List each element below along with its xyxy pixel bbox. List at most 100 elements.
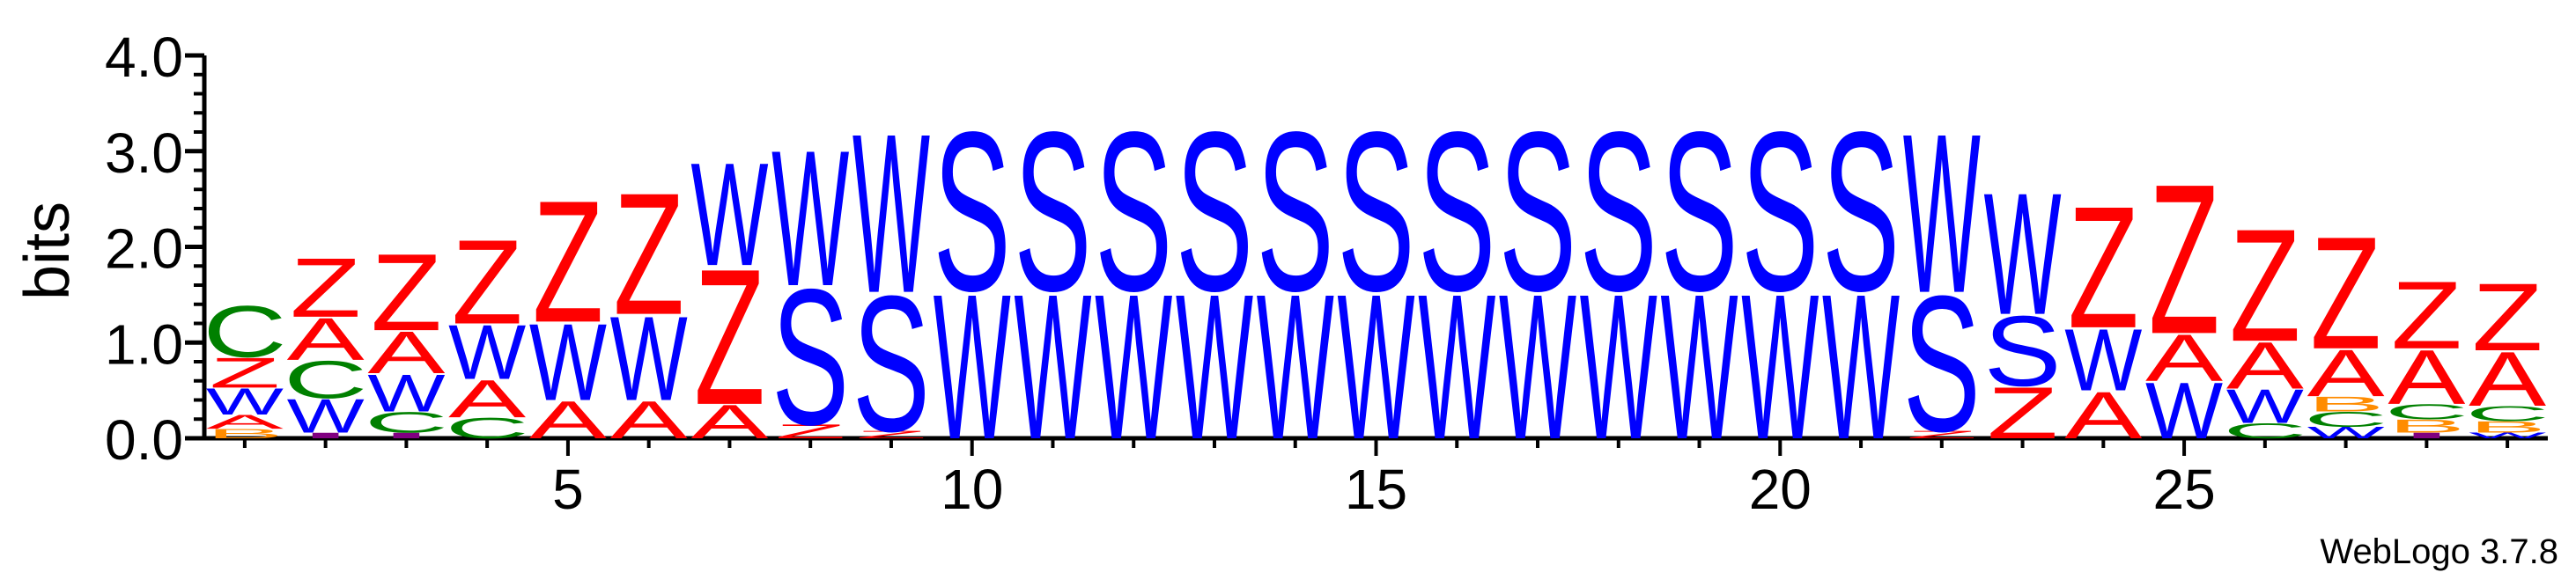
logo-letter-z: Z xyxy=(694,230,765,445)
logo-letter-w: W xyxy=(367,363,446,423)
logo-letter-a: A xyxy=(2145,320,2223,395)
logo-letter-z: Z xyxy=(2310,203,2381,383)
logo-letter-w: W xyxy=(771,110,849,327)
logo-letter-w: W xyxy=(1741,251,1819,482)
logo-letter-s: S xyxy=(1014,85,1091,339)
logo-column-16: WS xyxy=(1418,85,1495,482)
y-tick-label: 1.0 xyxy=(105,312,183,376)
logo-letter-z: Z xyxy=(2149,141,2220,379)
logo-letter-z: Z xyxy=(2391,261,2462,370)
logo-letter-i: I xyxy=(367,431,445,440)
logo-column-8: ZSW xyxy=(771,110,849,466)
logo-column-15: WS xyxy=(1337,85,1414,482)
logo-letter-w: W xyxy=(1499,251,1576,482)
logo-letter-a: A xyxy=(448,369,527,429)
logo-column-17: WS xyxy=(1499,85,1576,482)
logo-letter-c: C xyxy=(2223,419,2307,443)
y-tick-label: 0.0 xyxy=(105,408,183,472)
logo-letter-a: A xyxy=(2469,335,2546,422)
x-tick-label: 20 xyxy=(1749,458,1812,521)
logo-letter-b: B xyxy=(2307,393,2385,416)
x-tick-label: 25 xyxy=(2152,458,2215,521)
logo-column-6: AWZ xyxy=(610,157,689,450)
logo-letter-i: I xyxy=(2388,431,2465,440)
logo-letter-w: W xyxy=(206,381,284,423)
y-tick-label: 4.0 xyxy=(105,26,183,89)
logo-column-12: WS xyxy=(1095,85,1172,482)
x-tick-label: 5 xyxy=(552,458,584,521)
logo-letter-z: Z xyxy=(290,241,361,334)
logo-letter-s: S xyxy=(1822,85,1900,339)
logo-column-22: ZSW xyxy=(1903,87,1981,473)
logo-letter-s: S xyxy=(1660,85,1738,339)
x-axis: 5 10 15 20 25 xyxy=(204,436,2548,521)
logo-letter-w: W xyxy=(1257,251,1334,482)
logo-letter-w: W xyxy=(1984,157,2062,351)
weblogo-credit: WebLogo 3.7.8 xyxy=(2320,532,2558,571)
logo-letter-b: B xyxy=(2469,418,2546,436)
logo-letter-w: W xyxy=(2064,311,2143,410)
y-axis: 0.0 1.0 2.0 3.0 4.0 xyxy=(105,26,207,472)
logo-letter-w: W xyxy=(1337,251,1414,482)
logo-letter-z: Z xyxy=(2472,263,2543,371)
logo-letter-c: C xyxy=(2385,400,2469,423)
logo-column-21: WS xyxy=(1822,85,1900,482)
logo-letter-s: S xyxy=(1095,85,1172,339)
logo-letter-w: W xyxy=(853,87,930,341)
logo-letter-w: W xyxy=(690,133,768,297)
logo-letter-s: S xyxy=(853,257,930,473)
logo-letter-z: Z xyxy=(533,165,604,359)
logo-letter-a: A xyxy=(206,411,284,433)
logo-letter-w: W xyxy=(1661,251,1738,482)
logo-letter-z: Z xyxy=(2230,195,2301,375)
logo-letter-w: W xyxy=(2226,380,2304,434)
logo-letter-a: A xyxy=(2307,335,2385,410)
logo-column-14: WS xyxy=(1257,85,1334,482)
logo-letter-a: A xyxy=(2226,327,2304,402)
logo-letter-w: W xyxy=(529,301,607,423)
logo-column-19: WS xyxy=(1660,85,1738,482)
logo-letter-z: Z xyxy=(856,429,927,441)
logo-letter-w: W xyxy=(1822,251,1900,482)
logo-letter-i: I xyxy=(287,431,365,440)
logo-columns: BAWZCIWCAZICWAZCAWZAWZAWZAZWZSWZSWWSWSWS… xyxy=(203,85,2550,482)
y-tick-label: 3.0 xyxy=(105,121,183,185)
logo-letter-w: W xyxy=(934,251,1011,482)
logo-letter-s: S xyxy=(934,85,1011,339)
y-tick-label: 2.0 xyxy=(105,217,183,281)
logo-letter-w: W xyxy=(1418,251,1495,482)
logo-letter-s: S xyxy=(771,250,849,466)
logo-letter-w: W xyxy=(1580,251,1657,482)
logo-letter-w: W xyxy=(610,291,689,426)
logo-letter-s: S xyxy=(1257,85,1334,339)
logo-letter-w: W xyxy=(1095,251,1172,482)
logo-letter-z: Z xyxy=(775,421,846,443)
logo-letter-a: A xyxy=(529,390,608,450)
logo-letter-a: A xyxy=(367,319,445,386)
logo-letter-s: S xyxy=(1337,85,1414,339)
logo-letter-s: S xyxy=(1903,257,1981,473)
logo-letter-c: C xyxy=(284,349,367,409)
logo-letter-w: W xyxy=(1903,87,1981,341)
logo-letter-z: Z xyxy=(2068,170,2139,364)
y-axis-label: bits xyxy=(12,202,83,300)
logo-letter-c: C xyxy=(2465,402,2549,426)
logo-letter-z: Z xyxy=(371,232,442,355)
logo-letter-w: W xyxy=(1176,251,1253,482)
logo-letter-a: A xyxy=(2388,334,2465,421)
logo-letter-b: B xyxy=(206,426,284,441)
logo-column-23: ZSW xyxy=(1984,157,2062,455)
logo-letter-c: C xyxy=(365,407,448,439)
logo-column-9: ZSW xyxy=(853,87,930,473)
logo-letter-c: C xyxy=(445,412,528,444)
logo-column-25: WAZ xyxy=(2145,141,2223,456)
